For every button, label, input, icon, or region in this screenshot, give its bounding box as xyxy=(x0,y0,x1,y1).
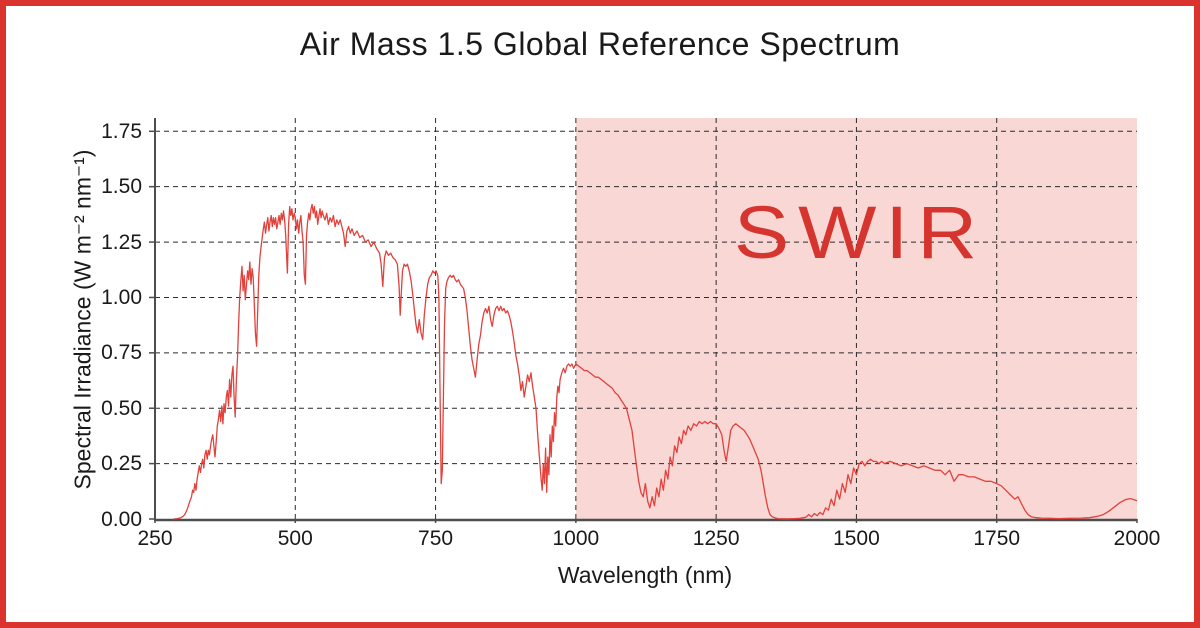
y-tick-label: 0.50 xyxy=(101,396,142,420)
x-tick-label: 250 xyxy=(137,527,173,550)
chart-title: Air Mass 1.5 Global Reference Spectrum xyxy=(299,26,901,62)
x-tick-label: 2000 xyxy=(1113,527,1161,550)
swir-region-label: SWIR xyxy=(733,191,987,274)
x-tick-label: 1000 xyxy=(552,527,600,550)
y-tick-label: 1.75 xyxy=(101,119,142,143)
y-axis-label: Spectral Irradiance (W m⁻² nm⁻¹) xyxy=(69,149,96,490)
spectrum-curve xyxy=(173,203,1138,520)
y-tick-label: 1.25 xyxy=(101,230,142,254)
y-tick-label: 0.00 xyxy=(101,507,142,531)
y-tick-label: 1.00 xyxy=(101,285,142,309)
y-tick-label: 1.50 xyxy=(101,175,142,199)
y-tick-label: 0.25 xyxy=(101,452,142,476)
y-tick-label: 0.75 xyxy=(101,341,142,365)
x-tick-label: 1250 xyxy=(692,527,740,550)
x-tick-label: 500 xyxy=(277,527,313,550)
x-tick-label: 1500 xyxy=(833,527,880,550)
x-tick-label: 1750 xyxy=(973,527,1021,550)
x-tick-label: 750 xyxy=(418,527,454,550)
x-axis-label: Wavelength (nm) xyxy=(557,562,733,588)
